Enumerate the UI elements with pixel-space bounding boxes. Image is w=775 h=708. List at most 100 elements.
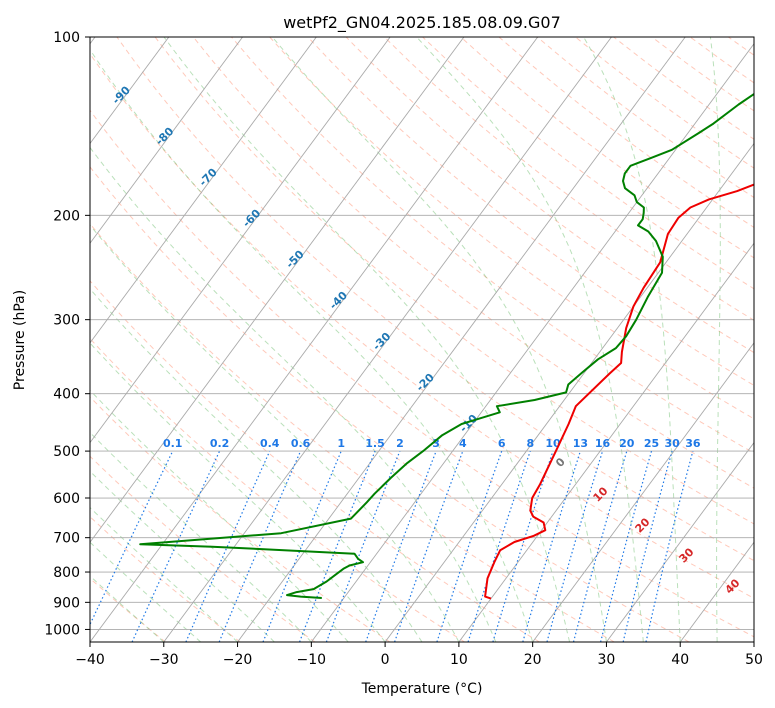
plot-area [90, 37, 754, 642]
dry-adiabat-line [90, 337, 465, 642]
dry-adiabat-line [767, 37, 775, 642]
x-tick-label: 40 [671, 652, 689, 668]
mixing-ratio-label: 36 [685, 437, 701, 450]
x-tick-label: −10 [297, 652, 327, 668]
dewpoint-profile-line [139, 93, 754, 599]
y-tick-label: 100 [53, 30, 80, 46]
isotherm-line [237, 37, 686, 642]
isotherm-line [90, 37, 391, 444]
x-tick-label: 20 [524, 652, 542, 668]
y-tick-label: 200 [53, 208, 80, 224]
isotherm-line [458, 242, 754, 642]
isotherm-line [90, 37, 539, 642]
mixing-ratio-label: 0.6 [291, 437, 311, 450]
mixing-ratio-label: 16 [595, 437, 611, 450]
axes: −40 −30 −20 −10 0 10 20 30 40 5010020030040050060… [44, 30, 763, 668]
moist-adiabat-line [90, 389, 349, 642]
dry-adiabat-line [90, 577, 166, 642]
mixing-ratio-line [185, 450, 271, 642]
dry-adiabat-line [90, 396, 391, 642]
dry-adiabat-line [307, 37, 754, 386]
mixing-ratio-line [492, 450, 554, 642]
x-tick-label: −40 [75, 652, 105, 668]
moist-adiabat-line [90, 342, 386, 642]
mixing-ratio-line [218, 450, 302, 642]
x-axis-label: Temperature (°C) [361, 681, 483, 697]
dry-adiabat-line [90, 166, 690, 642]
dry-adiabat-line [192, 37, 754, 489]
y-tick-label: 900 [53, 595, 80, 611]
y-tick-label: 400 [53, 387, 80, 403]
plot-frame [89, 36, 755, 643]
x-tick-label: 0 [381, 652, 390, 668]
moist-adiabat-line [416, 37, 644, 642]
mixing-ratio-label: 25 [644, 437, 659, 450]
temperature-profile-line [484, 183, 754, 600]
mixing-ratio-label: 8 [526, 437, 534, 450]
mixing-ratio-line [645, 450, 694, 642]
mixing-ratio-label: 0.4 [260, 437, 280, 450]
moist-adiabat-line [90, 431, 312, 642]
mixing-ratio-line [436, 450, 503, 642]
mixing-ratio-label: 0.2 [210, 437, 230, 450]
mixing-ratio-label: 2 [396, 437, 404, 450]
chart-title: wetPf2_GN04.2025.185.08.09.G07 [283, 13, 561, 33]
isotherm-line [90, 37, 243, 244]
x-tick-label: −30 [149, 652, 179, 668]
mixing-ratio-label: 3 [432, 437, 440, 450]
moist-adiabat-line [90, 541, 202, 642]
mixing-ratio-line [394, 450, 464, 642]
moist-adiabat-line [90, 146, 497, 642]
mixing-ratio-line [600, 450, 653, 642]
mixing-ratio-label: 13 [573, 437, 588, 450]
isotherm-line [310, 43, 754, 642]
mixing-ratio-label: 4 [459, 437, 467, 450]
mixing-ratio-label: 1 [337, 437, 345, 450]
mixing-ratio-line [522, 450, 581, 642]
mixing-ratio-label: 1.5 [365, 437, 385, 450]
moist-adiabat-line [90, 575, 165, 642]
moist-adiabat-line [90, 224, 460, 642]
dry-adiabat-line [154, 37, 754, 525]
isotherm-line [532, 342, 754, 642]
dry-adiabat-line [116, 37, 754, 562]
mixing-ratio-label: 20 [619, 437, 635, 450]
mixing-ratio-line [299, 450, 376, 642]
isotherm-line [90, 37, 317, 344]
grid-lines [90, 37, 775, 642]
isotherm-line [90, 37, 465, 544]
moist-adiabat-line [709, 37, 721, 642]
mixing-ratio-label: 6 [498, 437, 506, 450]
mixing-ratio-label: 30 [664, 437, 680, 450]
dry-adiabat-line [231, 37, 754, 454]
y-axis-label: Pressure (hPa) [12, 290, 28, 390]
y-tick-label: 500 [53, 444, 80, 460]
mixing-ratio-line [622, 450, 673, 642]
y-tick-label: 600 [53, 491, 80, 507]
mixing-ratio-line [546, 450, 604, 642]
mixing-ratio-line [365, 450, 437, 642]
mixing-ratio-line [572, 450, 628, 642]
y-tick-label: 700 [53, 531, 80, 547]
isotherm-line [606, 441, 754, 642]
y-tick-label: 300 [53, 313, 80, 329]
y-tick-label: 1000 [44, 622, 80, 638]
moist-adiabat-line [90, 470, 275, 642]
moist-adiabat-line [90, 48, 534, 642]
x-tick-label: 10 [450, 652, 468, 668]
x-tick-label: −20 [223, 652, 253, 668]
profile-lines [139, 93, 754, 600]
dry-adiabat-line [384, 37, 754, 321]
isotherm-line [753, 641, 754, 642]
x-tick-label: 30 [598, 652, 616, 668]
isotherm-line [163, 37, 612, 642]
mixing-ratio-line [325, 450, 401, 642]
mixing-ratio-line [262, 450, 342, 642]
x-tick-label: 50 [745, 652, 763, 668]
dry-adiabat-line [90, 222, 615, 642]
isotherm-line [90, 37, 170, 145]
dry-adiabat-line [90, 455, 316, 642]
moist-adiabat-line [271, 37, 607, 642]
dry-adiabat-line [90, 52, 754, 599]
